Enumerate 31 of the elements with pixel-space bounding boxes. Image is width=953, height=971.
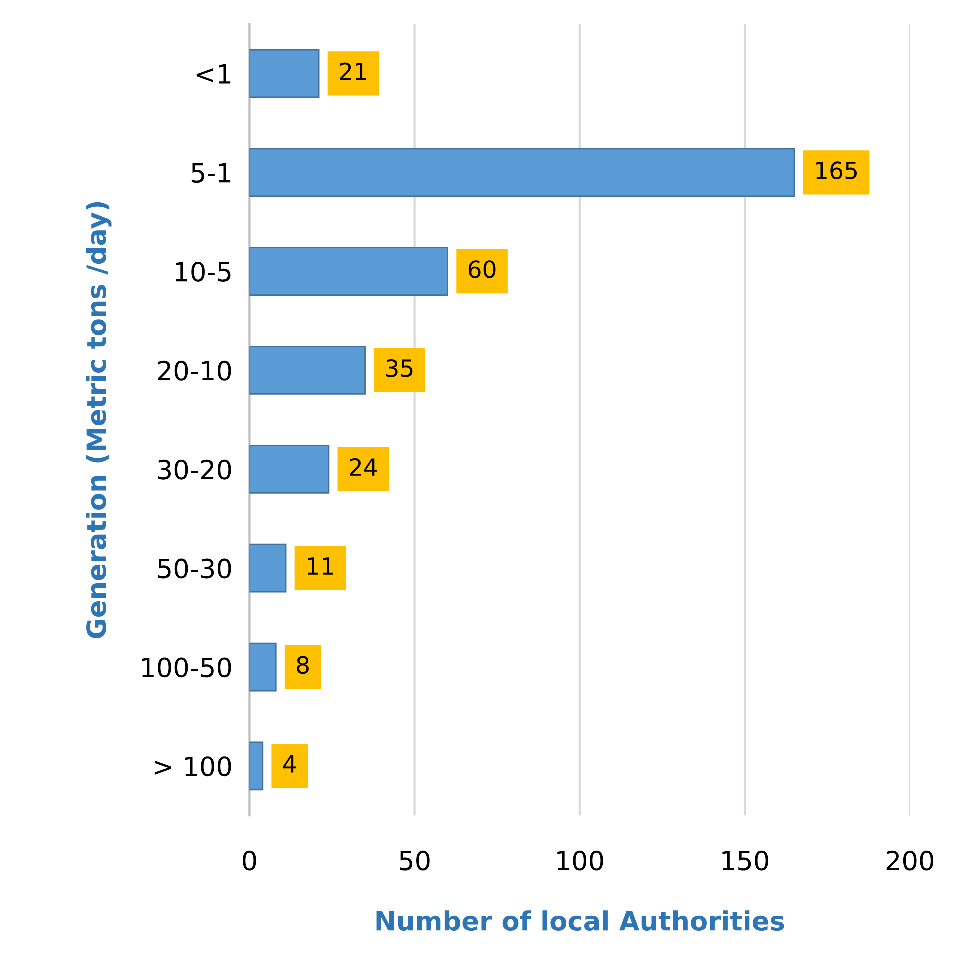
x-tick-label: 0	[243, 850, 256, 871]
data-label: 165	[816, 162, 857, 180]
bar	[250, 346, 366, 395]
x-tick-label: 100	[558, 850, 604, 871]
data-label: 11	[308, 558, 334, 575]
y-tick-label: <1	[196, 64, 231, 84]
x-tick-label: 150	[722, 850, 768, 871]
x-axis-title: Number of local Authorities	[376, 910, 784, 932]
bar	[250, 444, 330, 494]
bar	[250, 247, 449, 296]
y-axis-title: Generation (Metric tons /day)	[86, 202, 112, 639]
y-tick-label: 20-10	[158, 360, 232, 381]
data-label: 8	[297, 656, 309, 674]
bar	[250, 544, 287, 593]
y-tick-label: 50-30	[158, 558, 232, 579]
data-label: 4	[283, 755, 296, 773]
data-label: 24	[350, 458, 378, 476]
y-tick-label: > 100	[154, 756, 232, 777]
data-label: 60	[468, 260, 496, 278]
bar	[250, 742, 264, 791]
y-tick-label: 10-5	[176, 262, 231, 282]
x-tick-label: 50	[400, 850, 430, 871]
y-tick-label: 30-20	[158, 460, 232, 480]
y-tick-label: 5-1	[192, 163, 231, 184]
x-tick-label: 200	[886, 850, 934, 871]
y-tick-label: 100-50	[142, 658, 232, 678]
data-label: 35	[386, 359, 413, 378]
data-label: 21	[340, 62, 366, 80]
bar	[250, 49, 320, 98]
bar	[250, 148, 796, 198]
bar	[250, 642, 277, 692]
